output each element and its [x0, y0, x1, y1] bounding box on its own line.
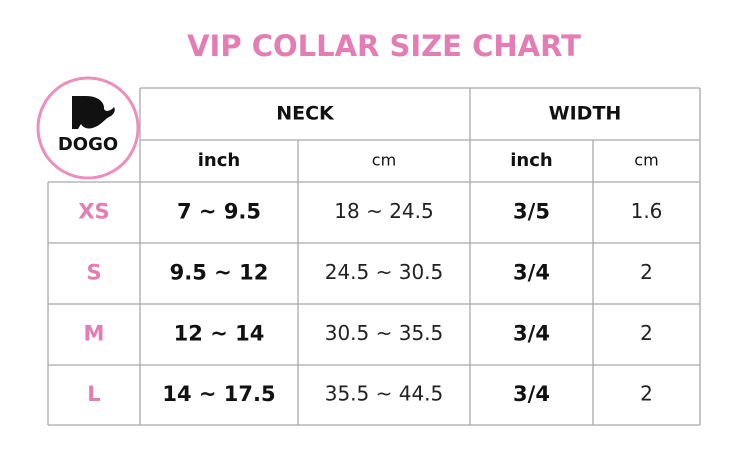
cell-value: 2	[640, 382, 653, 406]
cell-value: 3/4	[513, 322, 550, 346]
size-label: S	[86, 261, 101, 285]
unit-header: cm	[372, 151, 396, 170]
cell-value: 3/4	[513, 382, 550, 406]
table-cells: NECK WIDTH inch cm inch cm XS 7 ~ 9.5 18 ~ 24.5 3…	[78, 103, 662, 407]
cell-value: 2	[640, 260, 653, 284]
cell-value: 14 ~ 17.5	[162, 382, 275, 406]
logo-text: DOGO	[58, 134, 118, 155]
title: VIP COLLAR SIZE CHART	[187, 29, 581, 63]
table-grid	[47, 87, 701, 426]
cell-value: 24.5 ~ 30.5	[325, 260, 444, 284]
cell-value: 30.5 ~ 35.5	[325, 321, 444, 345]
logo: DOGO	[36, 76, 140, 180]
size-label: L	[87, 382, 100, 406]
cell-value: 35.5 ~ 44.5	[325, 382, 444, 406]
cell-value: 3/4	[513, 261, 550, 285]
group-header: WIDTH	[549, 103, 622, 125]
cell-value: 3/5	[513, 200, 550, 224]
cell-value: 2	[640, 321, 653, 345]
unit-header: inch	[510, 150, 552, 171]
unit-header: cm	[634, 151, 658, 170]
unit-header: inch	[198, 150, 240, 171]
cell-value: 7 ~ 9.5	[177, 200, 261, 224]
cell-value: 9.5 ~ 12	[170, 261, 269, 285]
cell-value: 12 ~ 14	[174, 322, 265, 346]
cell-value: 18 ~ 24.5	[334, 199, 433, 223]
size-label: XS	[78, 200, 109, 224]
cell-value: 1.6	[631, 199, 663, 223]
size-label: M	[84, 322, 105, 346]
logo-dog	[72, 96, 115, 129]
group-header: NECK	[276, 103, 335, 125]
